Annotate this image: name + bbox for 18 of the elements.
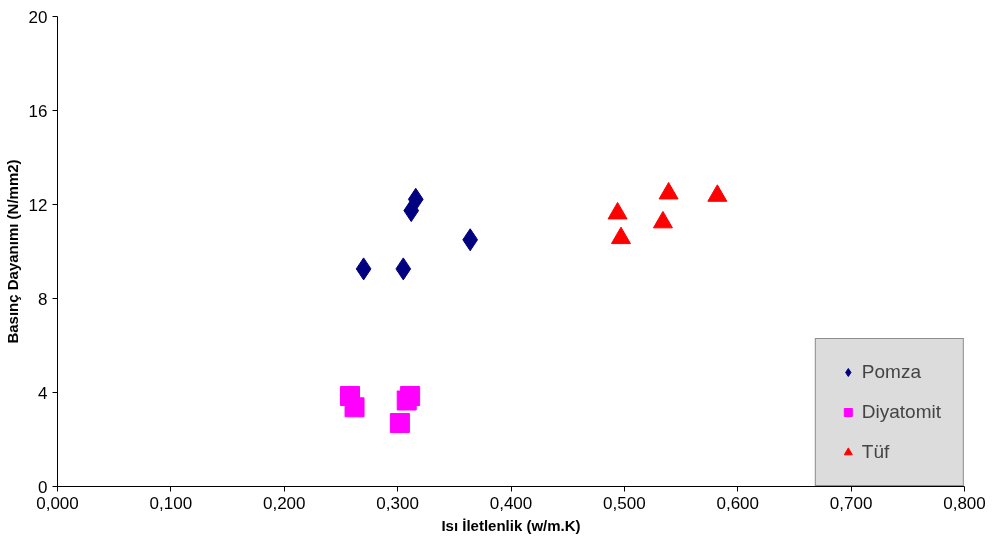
y-axis-title: Basınç Dayanımı (N/mm2) [3, 159, 21, 344]
y-tick-label: 4 [38, 383, 48, 403]
x-axis-title: Isı İletlenlik (w/m.K) [441, 516, 581, 534]
x-tick-label: 0,200 [262, 493, 306, 513]
x-tick-label: 0,300 [376, 493, 419, 513]
x-tick-label: 0,400 [489, 493, 533, 513]
x-tick-label: 0,800 [943, 493, 986, 513]
x-tick-label: 0,500 [603, 493, 646, 513]
x-tick-label: 0,100 [149, 493, 193, 513]
y-tick-label: 8 [38, 289, 48, 309]
y-tick-label: 20 [28, 7, 48, 27]
y-tick-label: 16 [28, 101, 48, 121]
y-tick-label: 12 [28, 195, 48, 215]
legend-label: Pomza [861, 361, 921, 383]
legend-label: Tüf [861, 441, 890, 463]
legend-label: Diyatomit [861, 401, 941, 423]
x-tick-label: 0,700 [829, 493, 873, 513]
x-tick-label: 0,600 [716, 493, 760, 513]
